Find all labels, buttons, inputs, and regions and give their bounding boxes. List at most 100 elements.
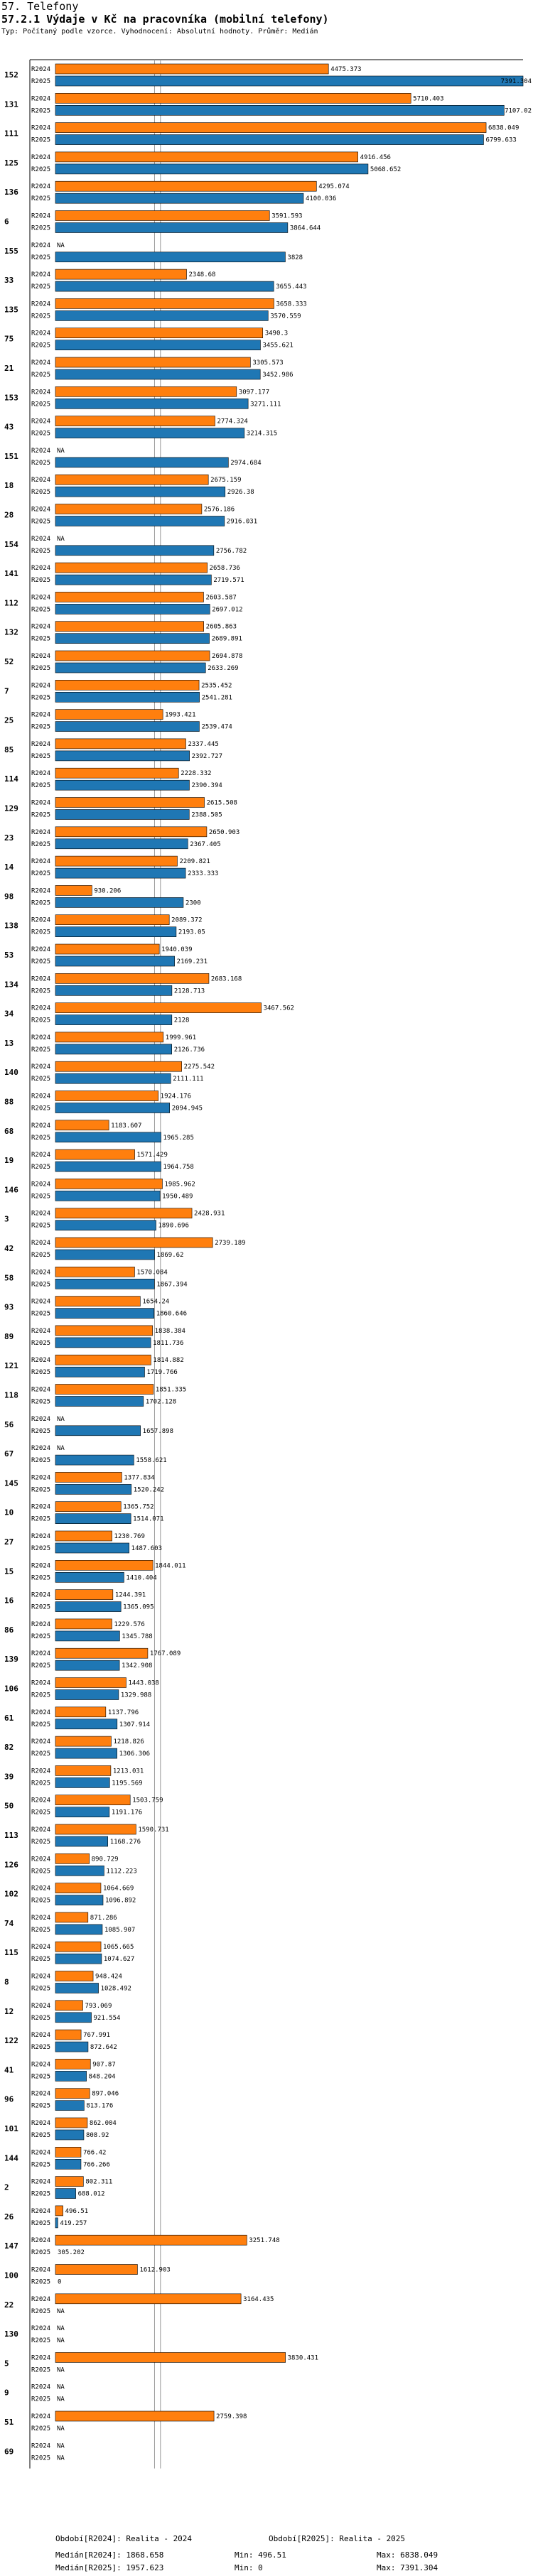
- series-label: R2024: [31, 1504, 50, 1511]
- series-label: R2024: [31, 2384, 50, 2391]
- value-label: 1869.62: [157, 1252, 184, 1259]
- value-label: 1096.892: [105, 1898, 136, 1905]
- series-label: R2025: [31, 1750, 50, 1758]
- series-label: R2024: [31, 1562, 50, 1569]
- min-2024-label: Min: 496.51: [235, 2550, 286, 2560]
- bar-2025: [55, 1983, 99, 1993]
- series-label: R2024: [31, 1621, 50, 1628]
- series-label: R2025: [31, 1780, 50, 1787]
- series-label: R2024: [31, 2091, 50, 2098]
- series-label: R2025: [31, 1017, 50, 1024]
- group-label: 106: [4, 1684, 18, 1694]
- series-label: R2024: [31, 653, 50, 660]
- group-label: 151: [4, 452, 18, 461]
- bar-2024: [55, 1149, 135, 1160]
- series-label: R2025: [31, 78, 50, 85]
- bar-2024: [55, 1384, 154, 1395]
- bar-2025: [55, 1044, 172, 1055]
- bar-2024: [55, 1941, 102, 1952]
- value-label: 2209.821: [179, 858, 210, 865]
- bar-2024: [55, 210, 270, 221]
- series-label: R2024: [31, 154, 50, 161]
- bar-2024: [55, 1560, 154, 1571]
- series-label: R2025: [31, 1046, 50, 1054]
- bar-2025: [55, 1513, 131, 1524]
- bar-2025: [55, 1396, 144, 1407]
- bar-2025: [55, 691, 200, 703]
- legend-period-2024: Období[R2024]: Realita - 2024: [55, 2534, 193, 2543]
- series-label: R2024: [31, 1885, 50, 1893]
- series-label: R2025: [31, 1839, 50, 1846]
- value-label: 2275.542: [184, 1064, 215, 1071]
- series-label: R2024: [31, 1416, 50, 1423]
- group-label: 13: [4, 1039, 14, 1048]
- series-label: R2024: [31, 1152, 50, 1159]
- na-label: NA: [57, 1445, 65, 1452]
- series-label: R2024: [31, 213, 50, 220]
- group-label: 134: [4, 980, 18, 989]
- series-label: R2024: [31, 183, 50, 190]
- series-label: R2024: [31, 507, 50, 514]
- series-label: R2025: [31, 577, 50, 584]
- value-label: 3658.333: [276, 301, 306, 308]
- series-label: R2025: [31, 431, 50, 438]
- series-label: R2025: [31, 1986, 50, 1993]
- series-label: R2025: [31, 1193, 50, 1200]
- series-label: R2024: [31, 2179, 50, 2186]
- value-label: 1814.882: [153, 1357, 183, 1364]
- value-label: 2541.281: [202, 694, 232, 701]
- value-label: 3591.593: [271, 213, 302, 220]
- na-label: NA: [57, 242, 65, 249]
- bar-2025: [55, 457, 229, 468]
- value-label: 1838.384: [155, 1328, 185, 1335]
- value-label: 1719.766: [146, 1369, 177, 1376]
- series-label: R2025: [31, 899, 50, 907]
- group-label: 135: [4, 305, 18, 314]
- bar-2024: [55, 2293, 242, 2305]
- series-label: R2025: [31, 1545, 50, 1552]
- series-label: R2024: [31, 1915, 50, 1922]
- bar-2025: [55, 1572, 124, 1583]
- bar-2024: [55, 1971, 94, 1981]
- value-label: 3864.644: [290, 225, 321, 232]
- bar-2024: [55, 679, 200, 691]
- group-label: 132: [4, 628, 18, 637]
- series-label: R2025: [31, 1809, 50, 1817]
- value-label: 2128.713: [174, 987, 205, 995]
- page-title: 57. Telefony: [1, 0, 79, 13]
- bar-2024: [55, 298, 274, 309]
- bar-2025: [55, 2217, 58, 2229]
- series-label: R2024: [31, 1768, 50, 1775]
- value-label: 1410.404: [126, 1574, 156, 1581]
- value-label: 1377.834: [124, 1474, 154, 1481]
- value-label: 2658.736: [210, 565, 240, 572]
- value-label: 2576.186: [204, 507, 235, 514]
- value-label: 2926.38: [227, 489, 254, 496]
- value-label: 2535.452: [201, 682, 232, 689]
- value-label: 3655.443: [276, 283, 306, 291]
- series-label: R2024: [31, 1533, 50, 1540]
- series-label: R2024: [31, 95, 50, 102]
- value-label: 1064.669: [103, 1885, 134, 1893]
- series-label: R2024: [31, 2032, 50, 2039]
- series-label: R2025: [31, 195, 50, 202]
- value-label: 7391.304: [501, 78, 532, 85]
- bar-2024: [55, 1237, 213, 1248]
- series-label: R2024: [31, 242, 50, 249]
- series-label: R2024: [31, 975, 50, 983]
- value-label: 1195.569: [112, 1780, 142, 1787]
- bar-2025: [55, 1748, 117, 1759]
- series-label: R2024: [31, 712, 50, 719]
- series-label: R2024: [31, 741, 50, 748]
- group-label: 85: [4, 745, 14, 754]
- bar-2024: [55, 1472, 122, 1483]
- value-label: 2333.333: [188, 870, 218, 877]
- series-label: R2024: [31, 1181, 50, 1188]
- value-label: 3830.431: [288, 2354, 318, 2361]
- value-label: 766.266: [83, 2161, 110, 2168]
- value-label: 3455.621: [262, 342, 293, 350]
- series-label: R2025: [31, 1898, 50, 1905]
- series-label: R2024: [31, 448, 50, 455]
- series-label: R2025: [31, 1252, 50, 1259]
- value-label: 921.554: [94, 2015, 121, 2022]
